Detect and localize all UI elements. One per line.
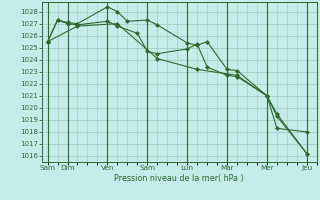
X-axis label: Pression niveau de la mer( hPa ): Pression niveau de la mer( hPa ) xyxy=(114,174,244,183)
